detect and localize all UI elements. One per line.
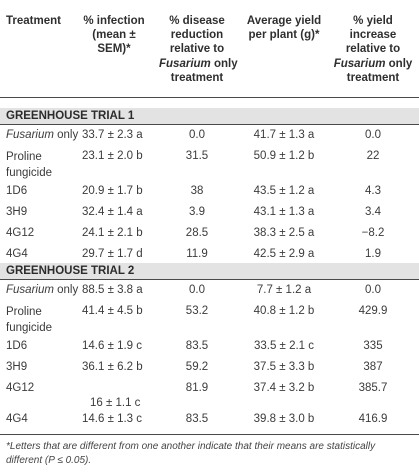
row-yield: 33.5 ± 2.1 c xyxy=(253,340,314,352)
row-treatment: 4G12 xyxy=(6,382,35,394)
row-yield-increase: 416.9 xyxy=(358,413,388,425)
row-yield: 41.7 ± 1.3 a xyxy=(253,129,315,141)
row-yield: 39.8 ± 3.0 b xyxy=(253,413,315,425)
col-yield-header: Average yield per plant (g)* xyxy=(246,15,322,42)
row-infection: 29.7 ± 1.7 d xyxy=(82,248,143,260)
section-title-trial2: GREENHOUSE TRIAL 2 xyxy=(6,265,135,277)
row-treatment: Proline fungicide xyxy=(6,306,53,334)
row-yield: 37.5 ± 3.3 b xyxy=(253,361,315,373)
row-infection: 20.9 ± 1.7 b xyxy=(82,185,143,197)
section-rule-trial2 xyxy=(0,279,419,280)
row-treatment: 1D6 xyxy=(6,185,28,197)
row-yield-increase: 0.0 xyxy=(365,284,381,296)
row-disease-reduction: 3.9 xyxy=(189,206,205,218)
row-treatment: 3H9 xyxy=(6,206,28,218)
col-infection-header: % infection (mean ± SEM)* xyxy=(83,15,145,56)
row-infection: 14.6 ± 1.3 c xyxy=(82,413,143,425)
row-disease-reduction: 38 xyxy=(190,185,204,197)
row-infection: 33.7 ± 2.3 a xyxy=(82,129,143,141)
row-disease-reduction: 81.9 xyxy=(185,382,209,394)
row-yield: 38.3 ± 2.5 a xyxy=(253,227,315,239)
row-infection: 14.6 ± 1.9 c xyxy=(82,340,143,352)
row-yield-increase: 387 xyxy=(363,361,383,373)
section-band-trial2 xyxy=(0,263,419,279)
col-yield-increase-header: % yield increase relative to Fusarium on… xyxy=(333,15,413,84)
row-yield-increase: 22 xyxy=(366,150,380,162)
table-footnote: *Letters that are different from one ano… xyxy=(6,441,376,466)
row-infection: 16 ± 1.1 c xyxy=(90,397,141,409)
row-yield: 50.9 ± 1.2 b xyxy=(253,150,315,162)
row-yield-increase: 429.9 xyxy=(358,305,388,317)
row-yield-increase: 335 xyxy=(363,340,383,352)
row-infection: 24.1 ± 2.1 b xyxy=(82,227,143,239)
row-yield: 42.5 ± 2.9 a xyxy=(253,248,315,260)
row-disease-reduction: 0.0 xyxy=(189,284,205,296)
row-yield: 7.7 ± 1.2 a xyxy=(256,284,312,296)
row-yield-increase: 0.0 xyxy=(365,129,381,141)
row-treatment: Proline fungicide xyxy=(6,151,53,179)
header-rule xyxy=(0,97,419,98)
row-treatment: 4G4 xyxy=(6,413,28,425)
row-yield-increase: 385.7 xyxy=(358,382,388,394)
row-yield-increase: 1.9 xyxy=(365,248,381,260)
row-disease-reduction: 0.0 xyxy=(189,129,205,141)
row-infection: 23.1 ± 2.0 b xyxy=(82,150,143,162)
row-disease-reduction: 31.5 xyxy=(185,150,209,162)
row-infection: 32.4 ± 1.4 a xyxy=(82,206,143,218)
col-treatment-header: Treatment xyxy=(6,15,61,27)
row-yield-increase: 4.3 xyxy=(365,185,381,197)
row-yield-increase: 3.4 xyxy=(365,206,381,218)
row-disease-reduction: 53.2 xyxy=(185,305,209,317)
row-yield: 37.4 ± 3.2 b xyxy=(253,382,315,394)
row-infection: 41.4 ± 4.5 b xyxy=(82,305,143,317)
row-disease-reduction: 11.9 xyxy=(186,248,208,260)
section-title-trial1: GREENHOUSE TRIAL 1 xyxy=(6,110,135,122)
row-treatment: 4G4 xyxy=(6,248,28,260)
row-disease-reduction: 83.5 xyxy=(185,340,209,352)
row-infection: 36.1 ± 6.2 b xyxy=(82,361,143,373)
section-band-trial1 xyxy=(0,108,419,124)
row-infection: 88.5 ± 3.8 a xyxy=(82,284,143,296)
row-treatment: Fusarium only xyxy=(6,284,79,296)
row-yield: 43.1 ± 1.3 a xyxy=(253,206,315,218)
col-disease-reduction-header: % disease reduction relative to Fusarium… xyxy=(159,15,238,84)
row-disease-reduction: 28.5 xyxy=(185,227,209,239)
footer-rule xyxy=(0,434,419,435)
row-disease-reduction: 59.2 xyxy=(185,361,209,373)
row-treatment: 3H9 xyxy=(6,361,28,373)
row-yield: 40.8 ± 1.2 b xyxy=(253,305,315,317)
row-treatment: 1D6 xyxy=(6,340,28,352)
row-treatment: Fusarium only xyxy=(6,129,79,141)
row-yield-increase: −8.2 xyxy=(361,227,385,239)
row-yield: 43.5 ± 1.2 a xyxy=(253,185,315,197)
section-rule-trial1 xyxy=(0,124,419,125)
row-disease-reduction: 83.5 xyxy=(185,413,209,425)
row-treatment: 4G12 xyxy=(6,227,35,239)
